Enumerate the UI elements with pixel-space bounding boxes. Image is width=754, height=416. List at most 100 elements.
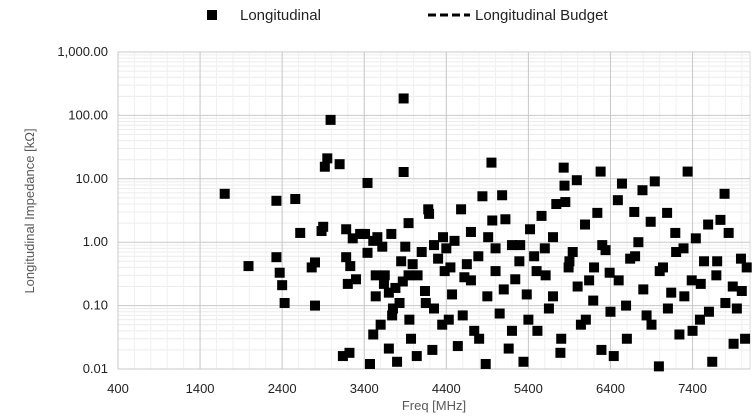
data-point: [510, 274, 521, 285]
data-point: [398, 167, 409, 178]
data-point: [319, 161, 330, 172]
data-point: [728, 338, 739, 349]
data-point: [419, 285, 430, 296]
data-point: [396, 256, 407, 267]
data-point: [325, 114, 336, 125]
data-point: [483, 232, 494, 243]
data-point: [407, 259, 418, 270]
data-point: [630, 251, 641, 262]
data-point: [506, 240, 517, 251]
data-point: [443, 314, 454, 325]
data-point: [341, 252, 352, 263]
data-point: [429, 303, 439, 314]
data-point: [637, 185, 648, 196]
data-point: [674, 329, 685, 340]
data-point: [694, 314, 705, 325]
data-point: [559, 180, 570, 191]
data-point: [707, 356, 718, 367]
y-tick-label: 1.00: [83, 234, 108, 249]
data-point: [731, 303, 742, 314]
data-point: [337, 351, 348, 362]
data-point: [351, 274, 362, 285]
data-point: [486, 157, 497, 168]
data-point: [459, 272, 470, 283]
data-point: [514, 256, 525, 267]
data-point: [654, 266, 665, 277]
data-point: [403, 218, 414, 229]
data-point: [621, 333, 632, 344]
data-point: [588, 295, 599, 306]
data-point: [322, 153, 333, 164]
data-point: [306, 262, 317, 273]
data-point: [424, 208, 435, 219]
data-point: [387, 310, 398, 321]
data-point: [551, 199, 562, 210]
data-point: [309, 257, 320, 268]
x-tick-label: 1400: [186, 381, 215, 396]
data-point: [309, 300, 320, 311]
data-point: [390, 282, 401, 293]
data-point: [368, 329, 379, 340]
data-point: [638, 284, 649, 295]
data-point: [740, 333, 751, 344]
data-point: [703, 219, 714, 230]
data-point: [525, 224, 536, 235]
x-tick-label: 7400: [678, 381, 707, 396]
data-point: [604, 267, 615, 278]
data-point: [719, 188, 730, 199]
data-point: [529, 251, 540, 262]
data-point: [595, 166, 606, 177]
data-point: [392, 356, 403, 367]
data-point: [536, 210, 547, 221]
y-axis-label: Longitudinal Impedance [kΩ]: [22, 128, 37, 293]
data-point: [666, 287, 677, 298]
data-point: [347, 233, 358, 244]
data-point: [473, 251, 484, 262]
y-tick-label: 1,000.00: [57, 44, 108, 59]
x-tick-label: 5400: [514, 381, 543, 396]
data-point: [490, 243, 501, 254]
data-point: [712, 256, 723, 267]
data-point: [679, 291, 690, 302]
legend-label-budget: Longitudinal Budget: [475, 7, 608, 24]
data-point: [477, 191, 488, 202]
data-point: [387, 303, 398, 314]
data-point: [277, 280, 288, 291]
data-point: [447, 289, 458, 300]
data-point: [362, 177, 373, 188]
data-point: [274, 267, 285, 278]
data-point: [342, 278, 353, 289]
data-point: [678, 243, 689, 254]
data-point: [741, 262, 752, 273]
data-point: [398, 93, 409, 104]
data-point: [290, 194, 301, 205]
y-tick-label: 0.01: [83, 361, 108, 376]
data-point: [370, 270, 381, 281]
data-point: [646, 319, 657, 330]
x-tick-label: 400: [107, 381, 129, 396]
data-point: [427, 344, 438, 355]
data-point: [456, 204, 467, 215]
data-point: [360, 228, 371, 239]
data-point: [690, 233, 701, 244]
data-point: [662, 303, 673, 314]
data-point: [580, 219, 591, 230]
data-point: [596, 344, 607, 355]
data-point: [490, 266, 501, 277]
data-point: [539, 243, 550, 254]
data-point: [575, 319, 586, 330]
y-tick-label: 10.00: [75, 171, 108, 186]
data-point: [318, 221, 329, 232]
legend-marker-longitudinal: [207, 10, 217, 20]
data-point: [612, 195, 623, 206]
x-tick-label: 3400: [350, 381, 379, 396]
data-point: [465, 226, 476, 237]
data-point: [521, 289, 532, 300]
y-axis: 0.01 0.10 1.00 10.00 100.00 1,000.00: [57, 44, 108, 376]
data-point: [687, 325, 698, 336]
data-point: [416, 247, 427, 258]
data-point: [480, 358, 491, 369]
legend-label-longitudinal: Longitudinal: [240, 7, 321, 24]
data-point: [364, 358, 375, 369]
